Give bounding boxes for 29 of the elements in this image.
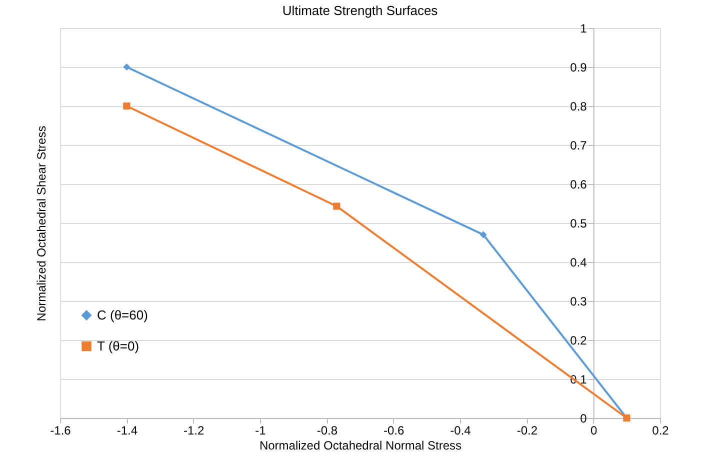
y-axis-title: Normalized Octahedral Shear Stress [34, 126, 48, 322]
y-tick-label: 0.2 [570, 334, 588, 348]
x-tick-label: 0.2 [652, 424, 670, 438]
legend-label: C (θ=60) [97, 307, 148, 322]
point [123, 63, 130, 71]
y-tick-label: 0.4 [570, 256, 588, 270]
y-tick-label: 1 [580, 22, 588, 36]
point [333, 202, 340, 210]
point [480, 231, 487, 238]
y-tick-label: 0.7 [570, 138, 588, 152]
x-tick-label: -0.4 [450, 424, 472, 438]
chart-title: Ultimate Strength Surfaces [282, 3, 438, 18]
y-tick-label: 0 [580, 412, 588, 426]
x-tick-label: -0.2 [516, 424, 538, 438]
x-tick-label: -1.4 [116, 424, 138, 438]
point [123, 102, 130, 110]
x-axis-title: Normalized Octahedral Normal Stress [259, 438, 462, 452]
x-tick-label: -0.8 [316, 424, 338, 438]
y-tick-label: 0.5 [570, 216, 588, 230]
y-tick-label: 0.3 [570, 294, 588, 308]
y-tick-label: 0.9 [570, 60, 588, 74]
y-tick-label: 0.8 [570, 100, 588, 114]
x-tick-label: -1.6 [50, 424, 72, 438]
x-tick-label: -1.2 [183, 424, 204, 438]
y-tick-label: 0.6 [570, 178, 588, 192]
x-tick-label: -1 [255, 424, 266, 438]
x-tick-label: 0 [590, 424, 598, 438]
legend-label: T (θ=0) [97, 338, 140, 354]
x-tick-label: -0.6 [383, 424, 404, 438]
